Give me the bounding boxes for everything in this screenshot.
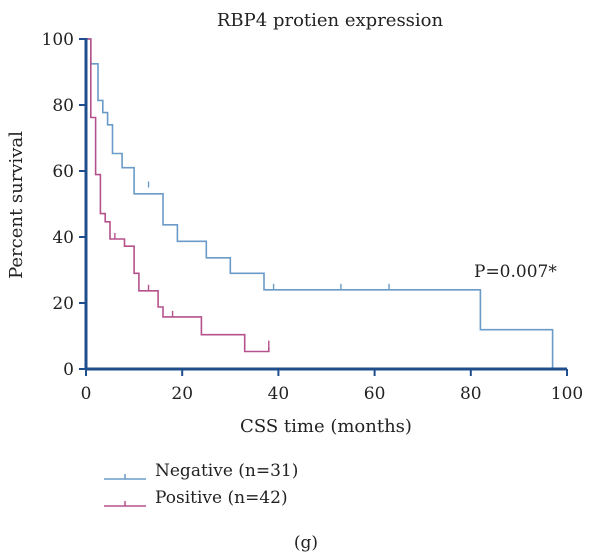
y-axis-label: Percent survival: [6, 131, 27, 279]
x-tick-label: 40: [268, 384, 290, 404]
legend: Negative (n=31) Positive (n=42): [104, 461, 298, 508]
x-tick-label: 20: [171, 384, 193, 404]
y-tick-label: 60: [52, 162, 74, 182]
chart-title: RBP4 protien expression: [217, 10, 444, 31]
y-tick-label: 20: [52, 294, 74, 314]
legend-label-positive: Positive (n=42): [155, 488, 288, 508]
legend-label-negative: Negative (n=31): [155, 461, 298, 481]
plot-area: [86, 38, 554, 369]
series-line-positive: [86, 38, 270, 353]
x-axis-label: CSS time (months): [240, 416, 412, 437]
p-value-annotation: P=0.007*: [474, 262, 557, 282]
y-tick-label: 40: [52, 228, 74, 248]
panel-label: (g): [294, 533, 318, 553]
series-line-negative: [86, 38, 554, 369]
y-tick-label: 80: [52, 96, 74, 116]
axis-ticks: 0 20 40 60 80 100 0 20 40 60 80 100: [42, 30, 584, 404]
x-tick-label: 80: [460, 384, 482, 404]
y-tick-label: 100: [42, 30, 74, 50]
legend-item-negative: Negative (n=31): [104, 461, 298, 481]
legend-item-positive: Positive (n=42): [104, 488, 288, 508]
x-tick-label: 60: [364, 384, 386, 404]
x-tick-label: 100: [551, 384, 583, 404]
x-tick-label: 0: [81, 384, 92, 404]
y-tick-label: 0: [63, 360, 74, 380]
